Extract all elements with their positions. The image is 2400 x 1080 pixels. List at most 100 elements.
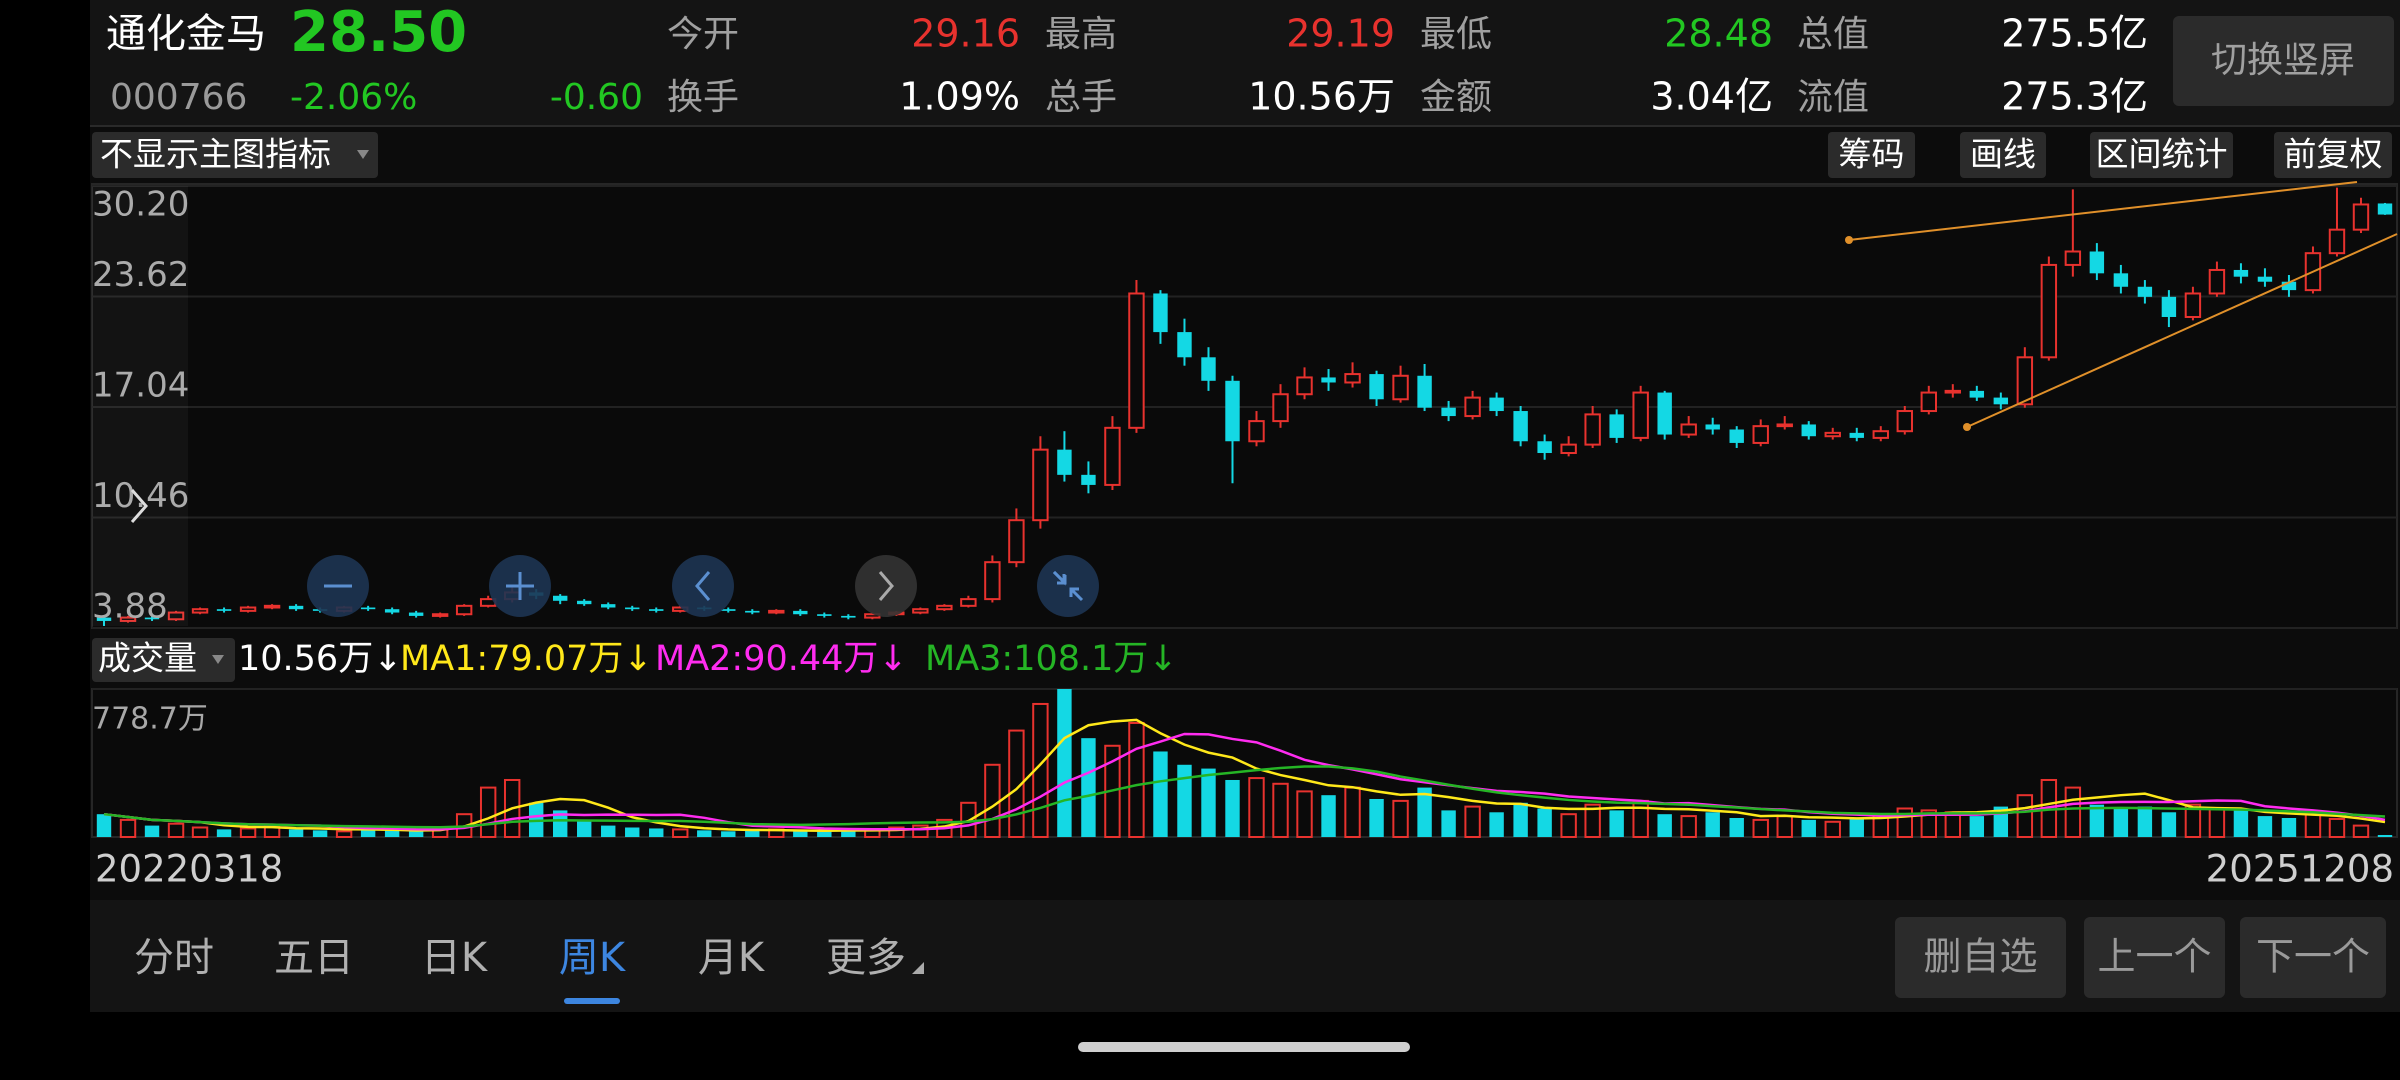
stat-label: 最高 [1045,14,1117,55]
volume-bar [1969,816,1985,837]
tab[interactable]: 周K [559,935,627,981]
volume-bar [1513,802,1528,837]
candle-body [239,606,257,612]
volume-dropdown[interactable] [92,638,235,682]
volume-bar [984,763,1001,838]
y-tick-label: 17.04 [92,366,189,406]
tab[interactable]: 日K [421,935,489,981]
candle-body [1057,449,1072,475]
volume-bar [1321,795,1336,837]
candle-body [2281,281,2297,291]
volume-bar [1632,799,1649,839]
candle-body [2064,250,2082,266]
trendline [1966,233,2398,428]
y-tick-label: 778.7万 [92,702,208,737]
volume-bar [672,828,689,838]
candle-body [1248,420,1265,443]
action-button[interactable] [2240,917,2386,998]
volume-bar [1081,738,1096,837]
tab[interactable]: 分时 [134,935,214,981]
volume-bar [1344,786,1361,838]
tab[interactable]: 更多 [826,935,906,981]
candle-body [1344,373,1361,384]
candle-body [2184,292,2202,318]
volume-bar [1752,818,1769,839]
ma-line [103,765,2386,829]
stat-value: 1.09% [899,75,1020,119]
toolbar-button[interactable] [1828,132,1915,178]
stat-value: 275.3亿 [2001,75,2148,119]
volume-bar [1537,808,1552,837]
action-button[interactable] [1895,917,2066,998]
home-indicator [1078,1042,1410,1052]
tab[interactable]: 月K [698,935,766,981]
candle-body [984,561,1001,601]
scroll-right-button[interactable] [855,555,917,617]
candle-body [745,610,760,613]
side-handle[interactable] [92,186,188,626]
volume-bar [817,831,832,837]
candle-body [2328,228,2346,255]
candle-body [1272,393,1289,423]
candle-body [431,613,449,617]
legend-entry: MA2:90.44万↓ [655,639,908,679]
volume-bar [239,827,257,838]
toolbar-button-label: 区间统计 [2096,135,2228,174]
candle-body [768,609,785,614]
toolbar-buttons: 筹码 画线 区间统计 前复权 [1828,132,2392,178]
candle-body [2257,276,2273,282]
volume-bar [1392,799,1409,839]
candle-body [793,610,808,615]
candle-body [649,609,664,611]
icon [878,571,894,601]
end-date: 20251208 [2206,848,2394,891]
volume-bar [1560,813,1577,838]
volume-bar [2352,824,2370,838]
volume-bar [144,825,160,837]
candle-body [817,614,832,616]
candle-body [455,604,473,616]
candle-body [408,612,424,616]
candle-body [191,608,209,614]
volume-bar [649,828,664,837]
volume-bar [1248,777,1265,839]
toolbar-button[interactable] [1960,132,2046,178]
orientation-button[interactable] [2173,16,2394,106]
toolbar-button[interactable] [2274,132,2392,178]
volume-bar [912,824,929,838]
reset-button[interactable] [1037,555,1099,617]
candle-body [2089,251,2105,274]
candle-body [1441,407,1456,417]
volume-bar [1369,798,1384,837]
stat-label: 总值 [1797,14,1869,55]
volume-bar [745,830,760,837]
indicator-dropdown[interactable] [92,132,378,178]
volume-bar [721,831,736,837]
volume-bars: 778.7万 [92,688,2397,839]
volume-bar [2161,812,2177,837]
candle-body [1824,431,1841,438]
action-button[interactable] [2084,917,2225,998]
legend-entry: MA1:79.07万↓ [400,639,653,679]
stock-name: 通化金马 [106,11,266,57]
volume-bar [96,814,112,837]
candle-body [960,598,977,607]
scroll-left-button[interactable] [672,555,734,617]
tab[interactable]: 五日 [274,935,354,981]
candle-body [936,604,953,611]
toolbar-button[interactable] [2090,132,2233,178]
candle-body [2233,269,2249,277]
volume-bar [625,827,640,837]
volume-bar [479,786,497,838]
candle-body [912,608,929,614]
volume-bar [1057,689,1072,837]
candle-body [1729,429,1744,443]
candle-body [625,607,640,610]
candle-body [1969,390,1985,398]
volume-bar [2016,794,2034,838]
candle-body [1008,519,1025,564]
legend-entry: MA3:108.1万↓ [925,639,1178,679]
volume-bar [1849,817,1864,837]
candle-body [1896,410,1913,433]
volume-bar [2137,806,2153,837]
